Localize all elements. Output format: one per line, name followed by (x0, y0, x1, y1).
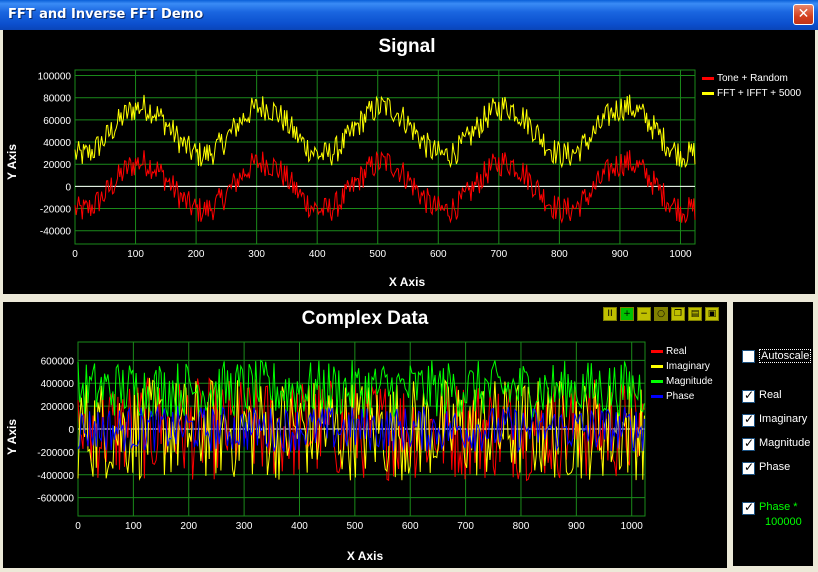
complex-x-tick-label: 1000 (621, 521, 644, 532)
legend-label-real: Real (666, 346, 687, 357)
legend-swatch-phase (651, 395, 663, 398)
signal-legend: Tone + Random FFT + IFFT + 5000 (702, 73, 802, 99)
signal-x-tick-label: 700 (490, 249, 507, 260)
legend-swatch-tone (702, 77, 714, 80)
legend-label-imaginary: Imaginary (666, 361, 710, 372)
signal-y-tick-label: 80000 (43, 94, 71, 105)
phase-checkbox[interactable]: ✓ (742, 460, 755, 475)
zoom-reset-icon[interactable]: ○ (654, 307, 668, 321)
signal-y-tick-label: 20000 (43, 160, 71, 171)
complex-x-tick-label: 900 (568, 521, 585, 532)
series-line-fft-ifft (74, 94, 696, 169)
zoom-out-icon[interactable]: − (637, 307, 651, 321)
legend-label-phase: Phase (666, 391, 695, 402)
complex-x-tick-label: 0 (75, 521, 81, 532)
complex-legend: Real Imaginary Magnitude Phase (651, 346, 713, 402)
signal-chart: Signal 0 100 200 300 400 500 600 700 800 900 1000 1… (5, 36, 802, 289)
complex-x-axis-label: X Axis (347, 549, 384, 563)
signal-y-tick-label: 100000 (38, 72, 72, 83)
signal-chart-panel: Signal 0 100 200 300 400 500 600 700 800 900 1000 1… (3, 30, 815, 294)
signal-chart-title: Signal (378, 36, 435, 57)
complex-y-tick-label: 400000 (41, 379, 75, 390)
complex-y-tick-label: -200000 (37, 448, 74, 459)
autoscale-label[interactable]: Autoscale (759, 349, 812, 363)
phase-scale-value: 100000 (765, 516, 802, 528)
signal-y-tick-label: 60000 (43, 116, 71, 127)
legend-label-ifft: FFT + IFFT + 5000 (717, 88, 802, 99)
complex-chart: Complex Data 0 100 200 300 400 500 600 700 800 90… (5, 308, 713, 563)
title-bar[interactable]: FFT and Inverse FFT Demo ✕ (0, 0, 818, 30)
legend-label-tone: Tone + Random (717, 73, 788, 84)
phase-label: Phase (759, 461, 791, 473)
close-button[interactable]: ✕ (793, 4, 814, 25)
signal-x-tick-label: 1000 (669, 249, 692, 260)
signal-x-tick-label: 600 (430, 249, 447, 260)
complex-chart-title: Complex Data (302, 308, 429, 329)
window-title: FFT and Inverse FFT Demo (8, 7, 204, 22)
complex-y-tick-label: 200000 (41, 402, 75, 413)
complex-x-tick-label: 300 (236, 521, 253, 532)
close-icon: ✕ (797, 6, 810, 22)
signal-x-tick-label: 200 (188, 249, 205, 260)
complex-x-tick-label: 700 (457, 521, 474, 532)
complex-y-tick-label: -400000 (37, 471, 74, 482)
complex-x-tick-label: 600 (402, 521, 419, 532)
copy-icon[interactable]: ❐ (671, 307, 685, 321)
window-body: Signal 0 100 200 300 400 500 600 700 800 900 1000 1… (3, 30, 815, 568)
series-line-magnitude (77, 359, 645, 419)
imaginary-checkbox[interactable]: ✓ (742, 412, 755, 427)
magnitude-label: Magnitude (759, 437, 811, 449)
legend-swatch-ifft (702, 92, 714, 95)
legend-label-magnitude: Magnitude (666, 376, 713, 387)
signal-x-tick-label: 500 (369, 249, 386, 260)
signal-y-tick-label: 40000 (43, 138, 71, 149)
imaginary-label: Imaginary (759, 413, 808, 425)
series-line-imaginary (77, 377, 645, 481)
signal-y-axis-label: Y Axis (5, 144, 19, 180)
signal-x-axis-label: X Axis (389, 275, 426, 289)
complex-y-axis-label: Y Axis (5, 419, 19, 455)
signal-x-tick-label: 0 (72, 249, 78, 260)
signal-y-tick-label: -20000 (40, 205, 72, 216)
print-icon[interactable]: ▤ (688, 307, 702, 321)
real-label: Real (759, 389, 782, 401)
complex-x-tick-label: 200 (180, 521, 197, 532)
signal-x-tick-label: 400 (309, 249, 326, 260)
signal-x-tick-label: 900 (612, 249, 629, 260)
series-line-phase (77, 406, 645, 454)
legend-swatch-real (651, 350, 663, 353)
save-icon[interactable]: ▣ (705, 307, 719, 321)
signal-x-tick-label: 300 (248, 249, 265, 260)
complex-x-tick-label: 100 (125, 521, 142, 532)
phase-scale-checkbox[interactable]: ✓ (742, 500, 755, 515)
complex-y-tick-label: 0 (68, 425, 74, 436)
complex-x-tick-label: 800 (513, 521, 530, 532)
signal-y-tick-label: -40000 (40, 227, 72, 238)
complex-chart-panel: Complex Data 0 100 200 300 400 500 600 700 800 90… (3, 302, 727, 568)
series-line-tone-random (74, 150, 696, 224)
legend-swatch-magnitude (651, 380, 663, 383)
magnitude-checkbox[interactable]: ✓ (742, 436, 755, 451)
pause-icon[interactable]: II (603, 307, 617, 321)
complex-y-tick-label: 600000 (41, 356, 75, 367)
phase-scale-label: Phase * (759, 501, 798, 513)
real-checkbox[interactable]: ✓ (742, 388, 755, 403)
signal-x-tick-label: 100 (127, 249, 144, 260)
zoom-in-icon[interactable]: + (620, 307, 634, 321)
signal-x-tick-label: 800 (551, 249, 568, 260)
options-panel: Autoscale ✓ Real ✓ Imaginary ✓ Magnitude… (731, 300, 815, 568)
autoscale-checkbox[interactable] (742, 350, 755, 363)
legend-swatch-imaginary (651, 365, 663, 368)
complex-y-tick-label: -600000 (37, 494, 74, 505)
signal-y-tick-label: 0 (65, 182, 71, 193)
complex-x-tick-label: 400 (291, 521, 308, 532)
complex-x-tick-label: 500 (347, 521, 364, 532)
